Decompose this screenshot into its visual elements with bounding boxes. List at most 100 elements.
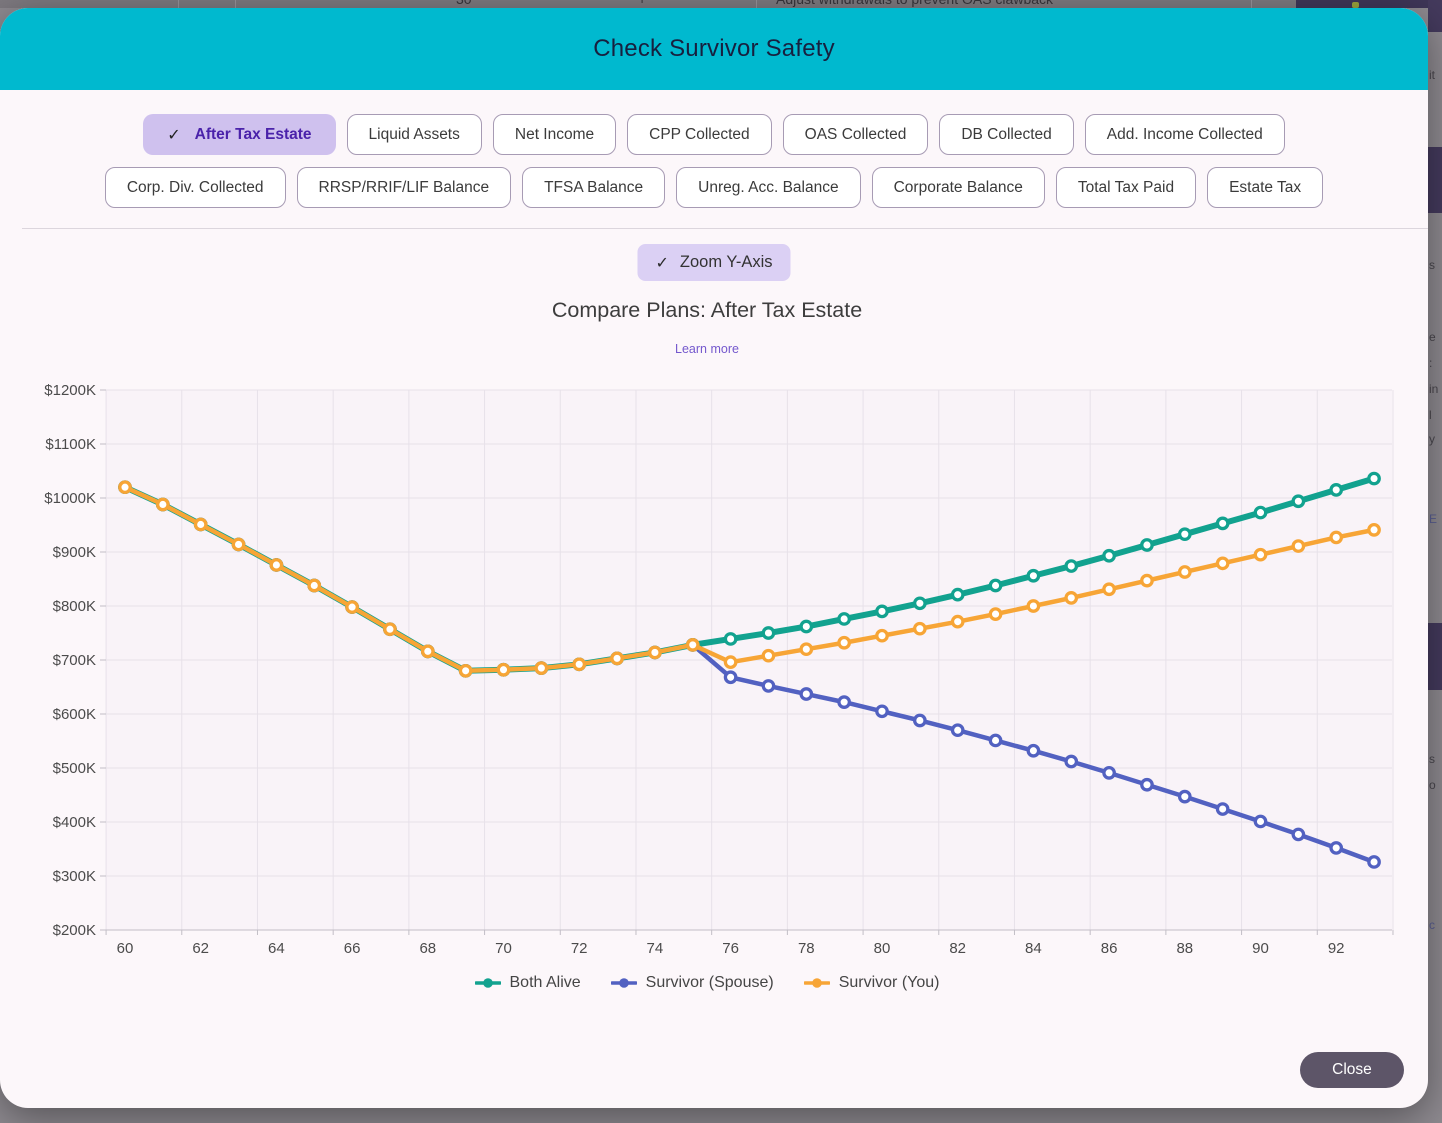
dialog-title: Check Survivor Safety <box>593 35 835 62</box>
minus-icon: − <box>283 0 291 7</box>
legend-item-both-alive[interactable]: Both Alive <box>474 974 581 992</box>
data-point-marker <box>1102 766 1116 780</box>
data-point-marker <box>1291 827 1306 842</box>
data-point-marker <box>1215 516 1230 531</box>
check-icon: ✓ <box>167 126 181 144</box>
hint-text: Adjust withdrawals to prevent OAS clawba… <box>776 0 1053 7</box>
legend-item-survivor-you[interactable]: Survivor (You) <box>803 974 940 992</box>
data-point-marker <box>1177 527 1192 542</box>
metric-chip-after-tax-estate[interactable]: ✓ After Tax Estate <box>143 114 336 155</box>
data-point-marker <box>723 655 738 670</box>
legend-item-survivor-spouse[interactable]: Survivor (Spouse) <box>610 974 774 992</box>
x-axis-tick-label: 70 <box>495 940 512 957</box>
metric-chip-oas-collected[interactable]: OAS Collected <box>782 114 929 155</box>
metric-chip-unreg-acc-balance[interactable]: Unreg. Acc. Balance <box>676 167 861 208</box>
background-text-fragment: E <box>1429 512 1438 526</box>
x-axis-tick-label: 80 <box>874 940 891 957</box>
legend-label: Both Alive <box>509 974 581 991</box>
x-axis-tick-label: 74 <box>647 940 664 957</box>
metric-chip-label: After Tax Estate <box>194 125 312 143</box>
x-axis-tick-label: 90 <box>1252 940 1269 957</box>
legend-label: Survivor (You) <box>838 974 940 991</box>
zoom-y-axis-toggle[interactable]: ✓ Zoom Y-Axis <box>637 244 791 281</box>
data-point-marker <box>1064 559 1079 573</box>
data-point-marker <box>1215 556 1230 571</box>
metric-chip-estate-tax[interactable]: Estate Tax <box>1207 167 1324 208</box>
close-button[interactable]: Close <box>1300 1052 1404 1088</box>
metric-chip-label: TFSA Balance <box>544 178 644 196</box>
y-axis-tick-label: $1200K <box>44 382 96 399</box>
background-text-fragment: it <box>1429 68 1435 82</box>
series-survivor-you <box>118 480 1381 678</box>
background-text-fragment: o <box>1429 778 1436 792</box>
divider <box>235 0 236 8</box>
data-point-marker <box>912 621 927 636</box>
data-point-marker <box>912 596 927 611</box>
y-axis-tick-label: $800K <box>53 598 96 615</box>
metric-chip-label: Corp. Div. Collected <box>126 178 264 196</box>
metric-chip-corporate-balance[interactable]: Corporate Balance <box>871 167 1045 208</box>
metric-chip-db-collected[interactable]: DB Collected <box>939 114 1074 155</box>
metric-chip-add-income-collected[interactable]: Add. Income Collected <box>1084 114 1285 155</box>
metric-chip-liquid-assets[interactable]: Liquid Assets <box>346 114 482 155</box>
metric-chip-label: Liquid Assets <box>368 125 460 143</box>
data-point-marker <box>1215 802 1230 816</box>
data-point-marker <box>988 733 1003 748</box>
metric-chip-label: CPP Collected <box>649 125 750 143</box>
y-axis-tick-label: $300K <box>53 868 96 885</box>
data-point-marker <box>799 687 814 701</box>
data-point-marker <box>837 695 852 709</box>
data-point-marker <box>950 723 965 738</box>
data-point-marker <box>837 612 852 626</box>
data-point-marker <box>156 497 170 512</box>
data-point-marker <box>799 642 814 657</box>
x-axis-tick-label: 84 <box>1025 940 1042 957</box>
metric-chip-net-income[interactable]: Net Income <box>492 114 617 155</box>
y-axis-tick-label: $700K <box>53 652 96 669</box>
background-panel-fragment <box>1428 147 1442 213</box>
background-panel-fragment <box>1296 0 1442 8</box>
data-point-marker <box>723 670 738 685</box>
data-point-marker <box>420 644 435 659</box>
background-toolbar-fragment: − 30 + Adjust withdrawals to prevent OAS… <box>0 0 1442 8</box>
background-text-fragment: s <box>1429 258 1435 272</box>
metric-chip-total-tax-paid[interactable]: Total Tax Paid <box>1055 167 1197 208</box>
metric-chip-rows: ✓ After Tax Estate Liquid Assets Net Income… <box>0 114 1428 208</box>
y-axis-tick-label: $200K <box>53 922 96 939</box>
metric-chip-cpp-collected[interactable]: CPP Collected <box>627 114 772 155</box>
x-axis-tick-label: 78 <box>798 940 815 957</box>
divider <box>1251 0 1252 8</box>
x-axis-tick-label: 66 <box>344 940 361 957</box>
data-point-marker <box>534 661 549 675</box>
background-text-fragment: in <box>1429 382 1439 396</box>
data-point-marker <box>572 657 587 672</box>
logo-fragment <box>1352 2 1359 8</box>
data-point-marker <box>1102 582 1116 597</box>
metric-chip-label: Unreg. Acc. Balance <box>698 178 839 196</box>
x-axis-tick-label: 86 <box>1101 940 1118 957</box>
x-axis-tick-label: 92 <box>1328 940 1345 957</box>
background-panel-fragment <box>1428 0 1442 32</box>
data-point-marker <box>1064 754 1079 769</box>
data-point-marker <box>193 517 208 532</box>
metric-chip-label: Corporate Balance <box>893 178 1023 196</box>
metric-chip-corp-div-collected[interactable]: Corp. Div. Collected <box>104 167 286 208</box>
metric-chip-tfsa-balance[interactable]: TFSA Balance <box>522 167 666 208</box>
data-point-marker <box>875 628 889 643</box>
y-axis-tick-label: $500K <box>53 760 96 777</box>
divider <box>22 228 1428 229</box>
background-text-fragment: s <box>1429 752 1435 766</box>
background-text-fragment: l <box>1429 408 1432 422</box>
plus-icon: + <box>638 0 646 7</box>
learn-more-link[interactable]: Learn more <box>675 342 739 356</box>
data-point-marker <box>496 662 511 677</box>
y-axis-tick-label: $1100K <box>45 436 96 453</box>
data-point-marker <box>1026 743 1041 758</box>
metric-chip-rrsp-rrif-lif-balance[interactable]: RRSP/RRIF/LIF Balance <box>296 167 512 208</box>
data-point-marker <box>1177 565 1192 579</box>
data-point-marker <box>307 578 322 593</box>
y-axis-tick-label: $1000K <box>44 490 96 507</box>
data-point-marker <box>1329 841 1344 855</box>
y-axis-tick-label: $900K <box>53 544 96 561</box>
metric-chip-row: ✓ After Tax Estate Liquid Assets Net Income… <box>143 114 1285 155</box>
